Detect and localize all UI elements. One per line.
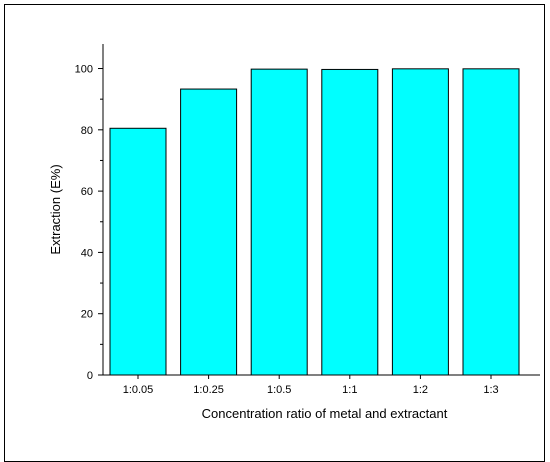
x-tick-label-3: 1:1 (342, 384, 357, 396)
bar-4 (391, 68, 449, 376)
x-tick-label-0: 1:0.05 (123, 384, 154, 396)
y-tick-label-2: 40 (81, 247, 93, 259)
x-axis-label: Concentration ratio of metal and extract… (202, 406, 448, 421)
bars-group (109, 68, 520, 376)
y-axis-label: Extraction (E%) (48, 164, 63, 254)
axes-group: 1:0.05 1:0.25 1:0.5 1:1 1:2 1:3 0 20 40 60 80 100 (75, 44, 540, 396)
y-tick-label-3: 60 (81, 186, 93, 198)
bar-0 (109, 127, 167, 376)
x-tick-label-2: 1:0.5 (267, 384, 291, 396)
x-tick-label-5: 1:3 (483, 384, 498, 396)
bar-5 (462, 68, 520, 376)
bar-2 (250, 68, 308, 376)
x-tick-label-4: 1:2 (413, 384, 428, 396)
y-tick-label-1: 20 (81, 309, 93, 321)
bar-3 (321, 68, 379, 376)
y-tick-label-5: 100 (75, 64, 93, 76)
y-tick-label-0: 0 (87, 370, 93, 382)
y-tick-label-4: 80 (81, 125, 93, 137)
bar-1 (180, 88, 238, 376)
x-tick-label-1: 1:0.25 (193, 384, 224, 396)
